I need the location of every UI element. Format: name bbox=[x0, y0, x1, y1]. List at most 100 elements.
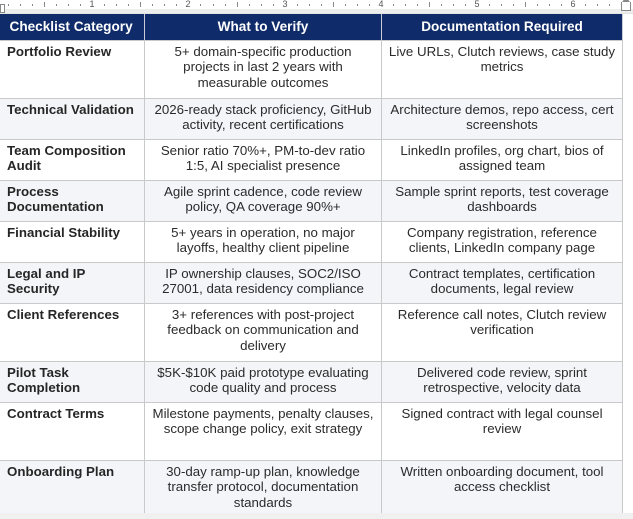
ruler-tick bbox=[44, 2, 46, 7]
ruler-tick bbox=[272, 4, 274, 6]
category-cell: Pilot Task Completion bbox=[0, 360, 145, 403]
ruler-tick bbox=[452, 4, 454, 6]
ruler-tick bbox=[56, 4, 58, 6]
docs-cell: Sample sprint reports, test coverage das… bbox=[381, 179, 623, 222]
table-row: Legal and IP Security IP ownership claus… bbox=[0, 261, 623, 304]
category-cell: Portfolio Review bbox=[0, 39, 145, 99]
table-row: Onboarding Plan 30-day ramp-up plan, kno… bbox=[0, 459, 623, 513]
docs-cell: Company registration, reference clients,… bbox=[381, 220, 623, 263]
table-row: Portfolio Review 5+ domain-specific prod… bbox=[0, 39, 623, 99]
ruler-tick bbox=[32, 4, 34, 6]
ruler-margin-strip bbox=[0, 9, 633, 13]
ruler-tick bbox=[585, 4, 587, 6]
ruler-tick bbox=[212, 4, 214, 6]
ruler-tick bbox=[368, 4, 370, 6]
ruler-tick bbox=[68, 4, 70, 6]
ruler-tick bbox=[104, 4, 106, 6]
ruler-tick bbox=[320, 4, 322, 6]
category-cell: Process Documentation bbox=[0, 179, 145, 222]
ruler-tick bbox=[465, 4, 466, 6]
ruler-tick bbox=[164, 4, 166, 6]
verify-cell: 5+ domain-specific production projects i… bbox=[144, 39, 382, 99]
ruler-tick bbox=[513, 4, 515, 6]
ruler-tick bbox=[152, 4, 154, 6]
ruler-number: 1 bbox=[89, 0, 95, 9]
category-cell: Legal and IP Security bbox=[0, 261, 145, 304]
ruler-tick bbox=[537, 4, 539, 6]
category-cell: Contract Terms bbox=[0, 401, 145, 461]
ruler-tick bbox=[236, 2, 238, 7]
table-row: Process Documentation Agile sprint caden… bbox=[0, 179, 623, 222]
header-documentation-required: Documentation Required bbox=[381, 14, 623, 40]
verify-cell: Agile sprint cadence, code review policy… bbox=[144, 179, 382, 222]
docs-cell: Contract templates, certification docume… bbox=[381, 261, 623, 304]
verify-cell: IP ownership clauses, SOC2/ISO 27001, da… bbox=[144, 261, 382, 304]
document-page[interactable]: Checklist Category What to Verify Docume… bbox=[0, 14, 633, 513]
ruler-tick bbox=[332, 2, 334, 7]
table-row: Contract Terms Milestone payments, penal… bbox=[0, 401, 623, 461]
ruler-tick bbox=[248, 4, 250, 6]
verify-cell: Milestone payments, penalty clauses, sco… bbox=[144, 401, 382, 461]
ruler-tick bbox=[20, 4, 22, 6]
table-row: Financial Stability 5+ years in operatio… bbox=[0, 220, 623, 263]
table-row: Technical Validation 2026-ready stack pr… bbox=[0, 97, 623, 140]
verify-cell: 2026-ready stack proficiency, GitHub act… bbox=[144, 97, 382, 140]
verify-cell: $5K-$10K paid prototype evaluating code … bbox=[144, 360, 382, 403]
docs-cell: Signed contract with legal counsel revie… bbox=[381, 401, 623, 461]
ruler-tick bbox=[8, 4, 9, 6]
ruler-tick bbox=[501, 4, 503, 6]
left-indent-marker[interactable] bbox=[0, 4, 5, 13]
ruler-tick bbox=[416, 4, 418, 6]
ruler-number: 6 bbox=[570, 0, 576, 9]
docs-cell: LinkedIn profiles, org chart, bios of as… bbox=[381, 138, 623, 181]
category-cell: Client References bbox=[0, 302, 145, 362]
ruler-tick bbox=[224, 4, 226, 6]
ruler-tick bbox=[140, 2, 142, 7]
ruler-tick bbox=[561, 4, 563, 6]
category-cell: Onboarding Plan bbox=[0, 459, 145, 513]
table-row: Team Composition Audit Senior ratio 70%+… bbox=[0, 138, 623, 181]
table-header-row: Checklist Category What to Verify Docume… bbox=[0, 14, 623, 40]
ruler-tick bbox=[116, 4, 118, 6]
verify-cell: 3+ references with post-project feedback… bbox=[144, 302, 382, 362]
ruler-tick bbox=[260, 4, 262, 6]
header-checklist-category: Checklist Category bbox=[0, 14, 145, 40]
ruler-tick bbox=[428, 2, 430, 7]
ruler-tick bbox=[344, 4, 346, 6]
ruler-tick bbox=[356, 4, 358, 6]
ruler-tick bbox=[296, 4, 298, 6]
ruler-tick bbox=[404, 4, 406, 6]
vendor-checklist-table: Checklist Category What to Verify Docume… bbox=[0, 14, 623, 513]
right-indent-marker[interactable] bbox=[621, 0, 631, 11]
horizontal-ruler[interactable]: 1 2 3 4 5 6 bbox=[0, 0, 633, 14]
ruler-tick bbox=[525, 2, 527, 7]
page-bottom-gap bbox=[0, 513, 633, 519]
docs-cell: Delivered code review, sprint retrospect… bbox=[381, 360, 623, 403]
ruler-tick bbox=[176, 4, 178, 6]
table-row: Pilot Task Completion $5K-$10K paid prot… bbox=[0, 360, 623, 403]
docs-cell: Reference call notes, Clutch review veri… bbox=[381, 302, 623, 362]
ruler-tick bbox=[597, 4, 599, 6]
header-what-to-verify: What to Verify bbox=[144, 14, 382, 40]
docs-cell: Written onboarding document, tool access… bbox=[381, 459, 623, 513]
docs-cell: Live URLs, Clutch reviews, case study me… bbox=[381, 39, 623, 99]
verify-cell: 5+ years in operation, no major layoffs,… bbox=[144, 220, 382, 263]
ruler-number: 5 bbox=[474, 0, 480, 9]
category-cell: Team Composition Audit bbox=[0, 138, 145, 181]
ruler-tick bbox=[549, 4, 551, 6]
category-cell: Financial Stability bbox=[0, 220, 145, 263]
verify-cell: 30-day ramp-up plan, knowledge transfer … bbox=[144, 459, 382, 513]
verify-cell: Senior ratio 70%+, PM-to-dev ratio 1:5, … bbox=[144, 138, 382, 181]
ruler-tick bbox=[609, 4, 611, 6]
ruler-number: 4 bbox=[378, 0, 384, 9]
ruler-tick bbox=[128, 4, 130, 6]
table-row: Client References 3+ references with pos… bbox=[0, 302, 623, 362]
ruler-tick bbox=[392, 4, 394, 6]
docs-cell: Architecture demos, repo access, cert sc… bbox=[381, 97, 623, 140]
category-cell: Technical Validation bbox=[0, 97, 145, 140]
ruler-tick bbox=[489, 4, 490, 6]
ruler-tick bbox=[308, 4, 310, 6]
ruler-tick bbox=[200, 4, 202, 6]
ruler-tick bbox=[80, 4, 82, 6]
ruler-tick bbox=[440, 4, 442, 6]
